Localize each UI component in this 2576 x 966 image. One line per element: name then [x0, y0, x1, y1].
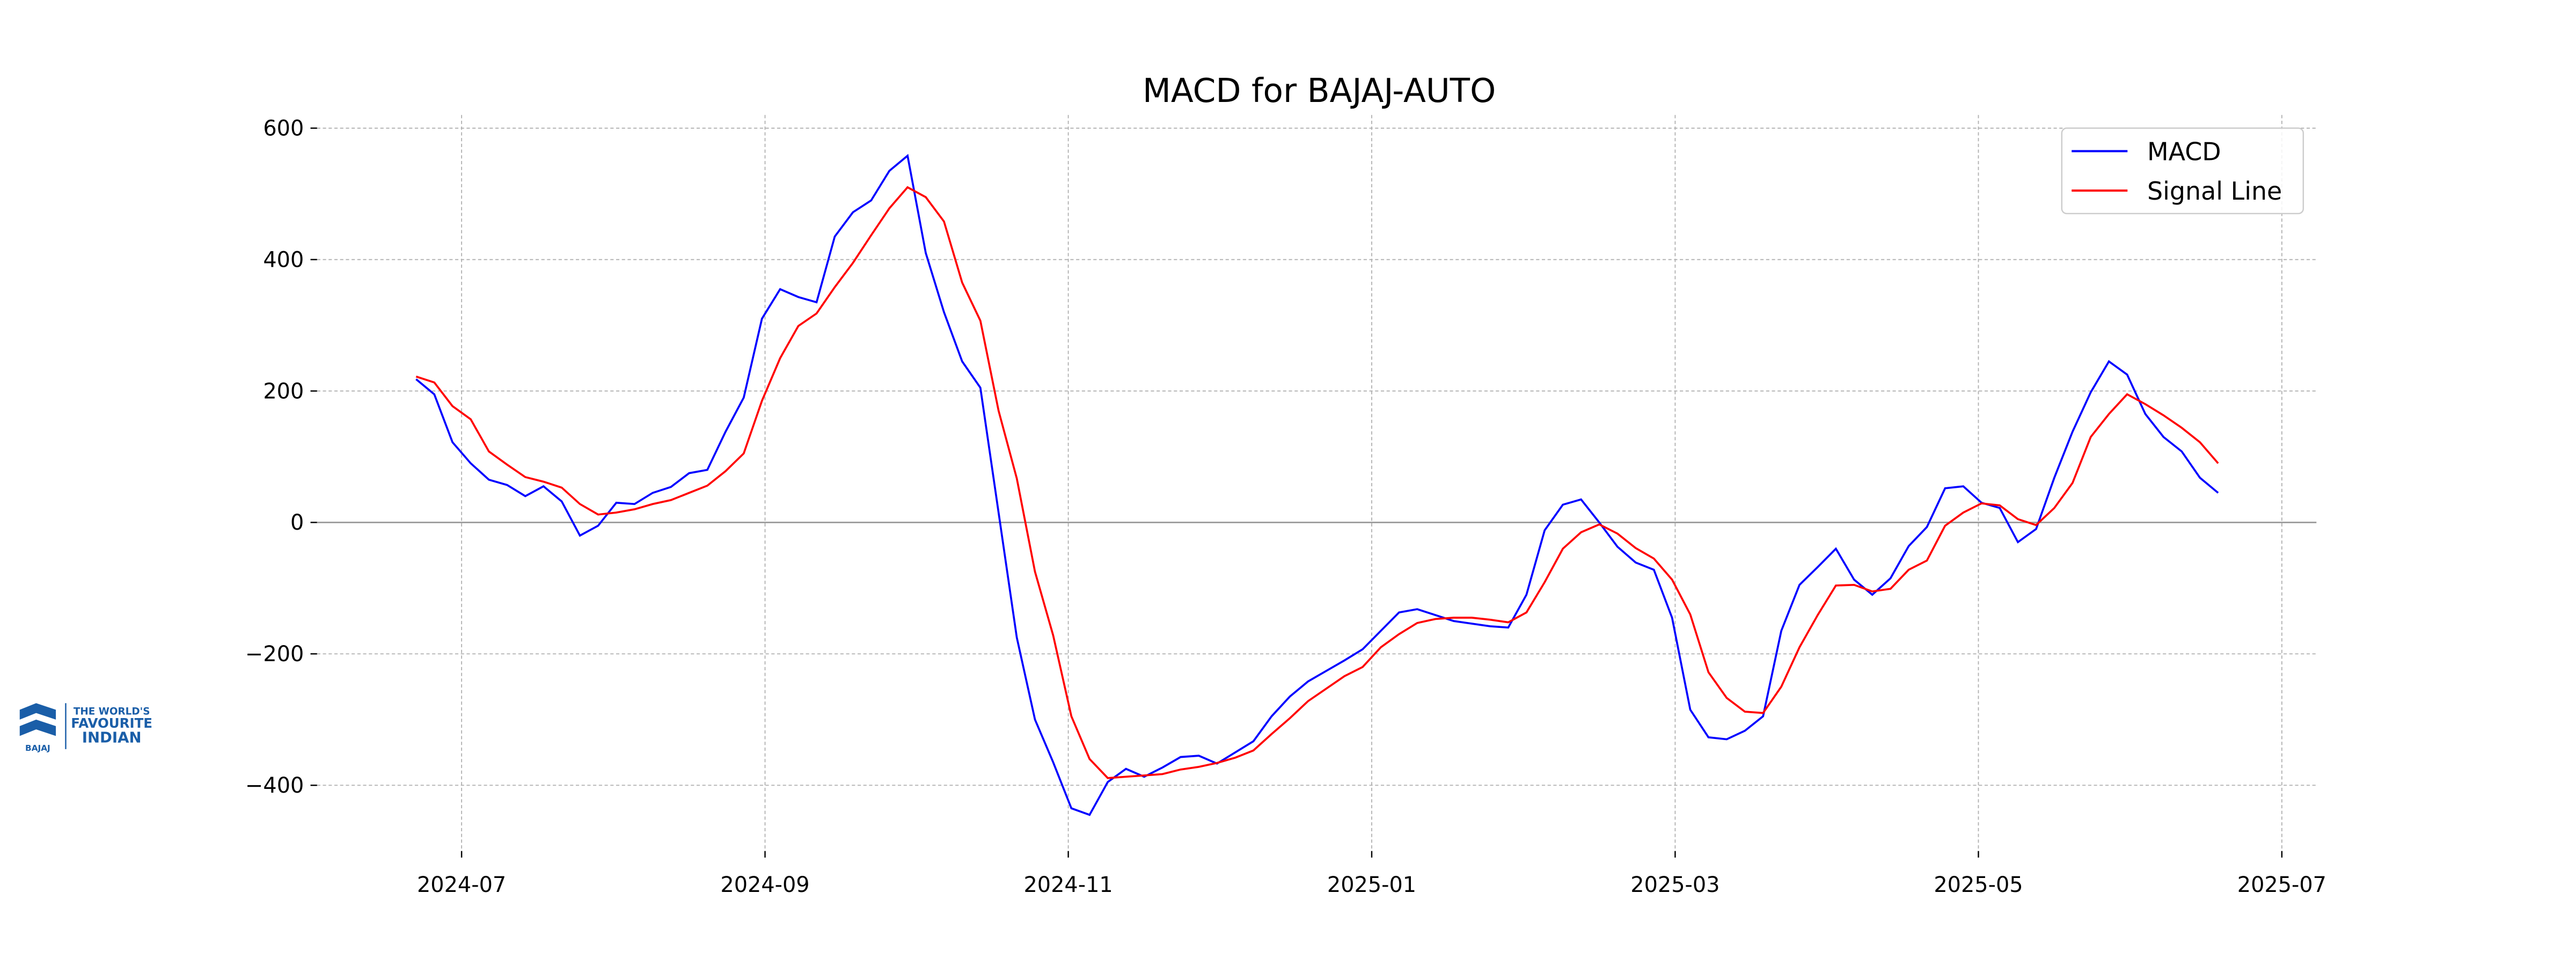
chart-title: MACD for BAJAJ-AUTO: [1143, 72, 1496, 110]
legend-label: Signal Line: [2147, 177, 2282, 206]
x-tick-label: 2024-11: [1023, 873, 1113, 897]
y-tick-label: 0: [290, 510, 304, 535]
x-tick-label: 2024-07: [417, 873, 506, 897]
y-tick-label: −200: [245, 642, 304, 667]
y-tick-label: 400: [263, 247, 304, 272]
logo-tagline: FAVOURITE: [71, 715, 152, 731]
legend: MACD Signal Line: [2061, 127, 2304, 215]
line-series: [415, 153, 2219, 816]
legend-label: MACD: [2147, 137, 2221, 166]
x-tick-label: 2025-01: [1327, 873, 1416, 897]
x-tick-label: 2025-05: [1934, 873, 2023, 897]
y-tick-label: −400: [245, 773, 304, 798]
logo: BAJAJ THE WORLD'S FAVOURITE INDIAN: [19, 703, 152, 753]
x-tick-label: 2024-09: [720, 873, 809, 897]
logo-mark: [19, 703, 56, 736]
x-tick-label: 2025-03: [1630, 873, 1719, 897]
y-tick-label: 200: [263, 379, 304, 404]
logo-tagline: INDIAN: [82, 729, 142, 747]
legend-box: [2061, 127, 2304, 215]
y-tick-label: 600: [263, 116, 304, 141]
line-series: [415, 186, 2219, 779]
logo-tagline: THE WORLD'S: [74, 706, 150, 718]
x-tick-label: 2025-07: [2237, 873, 2326, 897]
logo-brand: BAJAJ: [25, 743, 50, 753]
